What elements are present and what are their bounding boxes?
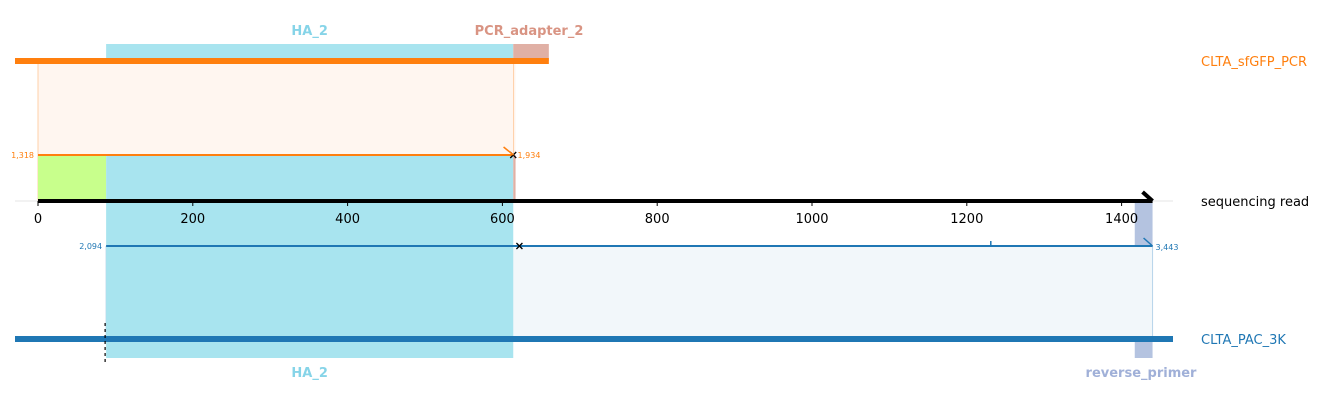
read-reverse-primer-feature-block — [1134, 201, 1153, 246]
axis-tick-label: 1200 — [950, 212, 983, 227]
bottom-ha2-label: HA_2 — [291, 366, 328, 381]
top-ref-start-coordinate: 1,318 — [11, 151, 34, 160]
axis-tick-label: 800 — [645, 212, 670, 227]
mismatch-marker — [515, 242, 523, 250]
axis-tick-label: 0 — [34, 212, 42, 227]
clta-pac-3k-name: CLTA_PAC_3K — [1201, 333, 1286, 348]
top-ha2-label: HA_2 — [291, 24, 328, 39]
reverse-primer-label: reverse_primer — [1086, 366, 1198, 381]
top-ha2-feature-block — [106, 44, 514, 61]
axis-tick-label: 400 — [335, 212, 360, 227]
pcr-adapter-2-label: PCR_adapter_2 — [475, 24, 584, 39]
read-ha2-feature-block — [106, 155, 514, 201]
bottom-ref-end-coordinate: 3,443 — [1156, 243, 1179, 252]
alignment-end-hook — [503, 146, 515, 156]
alignment-end-hook — [1143, 237, 1154, 247]
bottom-reverse-primer-feature-block — [1134, 339, 1153, 358]
bottom-ha2-feature-block — [106, 201, 514, 358]
axis-tick-label: 1400 — [1105, 212, 1138, 227]
top-alignment-region — [38, 61, 516, 155]
read-unaligned-feature-block — [38, 155, 107, 201]
sequencing-read-name: sequencing read — [1201, 195, 1309, 210]
read-pcr-adapter-feature-block — [513, 155, 516, 201]
bottom-ref-start-coordinate: 2,094 — [79, 242, 102, 251]
read-axis-ticks: 0 200 400 600 800 1000 1200 1400 — [34, 201, 1138, 227]
top-feature-blocks — [106, 44, 549, 61]
axis-tick-label: 200 — [180, 212, 205, 227]
clta-sfgfp-pcr-name: CLTA_sfGFP_PCR — [1201, 55, 1307, 70]
alignment-markers — [104, 146, 1154, 364]
axis-tick-label: 600 — [490, 212, 515, 227]
top-ref-end-coordinate: 1,934 — [518, 151, 541, 160]
axis-tick-label: 1000 — [795, 212, 828, 227]
top-pcr-adapter-feature-block — [513, 44, 549, 61]
read-arrowhead — [1141, 190, 1154, 203]
